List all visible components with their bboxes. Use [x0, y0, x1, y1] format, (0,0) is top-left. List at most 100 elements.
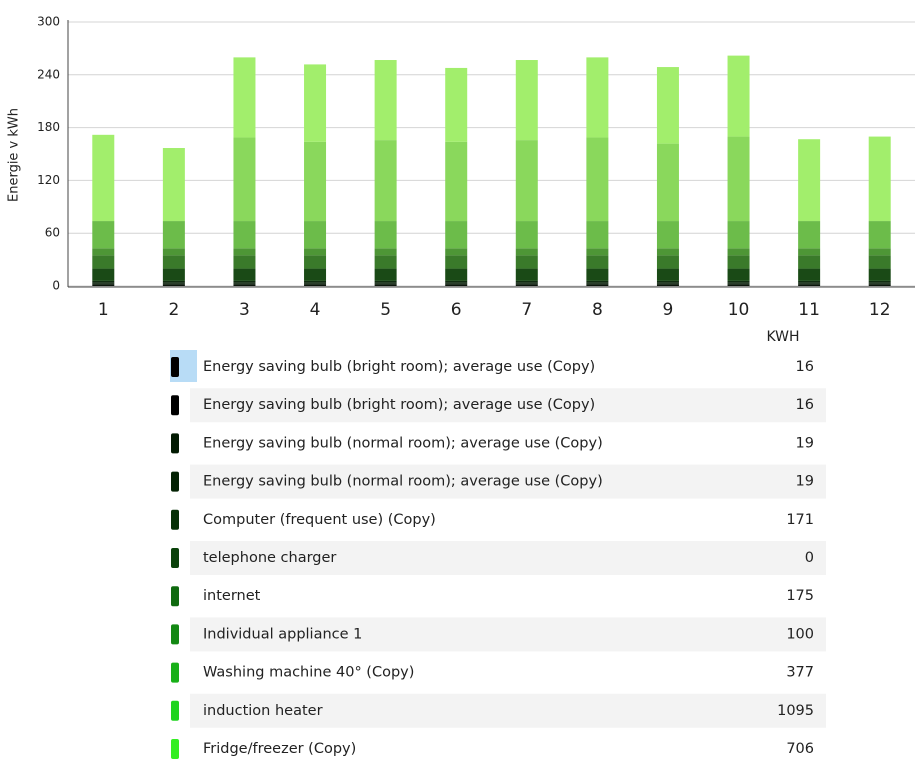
bar-segment [586, 248, 609, 256]
bar-segment [374, 282, 397, 284]
x-tick-label: 11 [798, 300, 820, 320]
x-tick-label: 3 [239, 300, 250, 320]
bar-segment [162, 148, 185, 222]
row-value: 706 [786, 741, 814, 757]
legend-swatch [171, 471, 179, 492]
bar-segment [656, 268, 679, 281]
bar-segment [586, 255, 609, 269]
bar-segment [586, 283, 609, 285]
bar-segment [656, 282, 679, 284]
bar-segment [727, 55, 750, 137]
row-background [190, 617, 826, 652]
bar-segment [374, 221, 397, 249]
bar-segment [374, 248, 397, 256]
bar-segment [727, 282, 750, 284]
bar-segment [586, 282, 609, 284]
bar-segment [868, 255, 891, 269]
row-name: Energy saving bulb (normal room); averag… [203, 474, 603, 490]
legend-swatch [171, 433, 179, 454]
bar-segment [92, 280, 115, 283]
bar-segment [586, 221, 609, 249]
bar-segment [868, 268, 891, 281]
bar-segment [798, 283, 821, 285]
legend-swatch [171, 586, 179, 607]
bar-segment [304, 283, 327, 285]
legend-swatch [171, 662, 179, 683]
row-name: induction heater [203, 703, 323, 719]
bar-segment [868, 282, 891, 284]
legend-swatch [171, 509, 179, 530]
bar-segment [162, 255, 185, 269]
row-name: Energy saving bulb (bright room); averag… [203, 359, 595, 375]
bar-segment [374, 60, 397, 141]
y-tick-label: 240 [37, 67, 60, 81]
y-tick-label: 180 [37, 120, 60, 134]
bar-segment [445, 141, 468, 222]
y-tick-label: 300 [37, 15, 60, 29]
bar-segment [162, 248, 185, 256]
bar-segment [798, 268, 821, 281]
bar-segment [92, 134, 115, 222]
row-value: 16 [796, 397, 814, 413]
bar-segment [92, 283, 115, 285]
bar-segment [233, 283, 256, 285]
bar-segment [586, 137, 609, 222]
row-name: Fridge/freezer (Copy) [203, 741, 356, 757]
bar-segment [233, 280, 256, 283]
bar-segment [868, 280, 891, 283]
y-tick-label: 120 [37, 173, 60, 187]
bar-segment [515, 221, 538, 249]
bar-segment [304, 221, 327, 249]
x-tick-label: 10 [728, 300, 750, 320]
row-value: 0 [805, 550, 814, 566]
bar-segment [304, 284, 327, 286]
bar-segment [868, 248, 891, 256]
legend-swatch [171, 700, 179, 721]
bar-segment [162, 284, 185, 286]
bar-segment [515, 284, 538, 286]
bar-segment [233, 255, 256, 269]
bar-segment [727, 255, 750, 269]
bar-segment [304, 255, 327, 269]
bar-segment [92, 282, 115, 284]
x-tick-label: 6 [451, 300, 462, 320]
bar-segment [445, 282, 468, 284]
bar-segment [586, 268, 609, 281]
bar-segment [586, 284, 609, 286]
bar-segment [304, 282, 327, 284]
legend-swatch [171, 357, 179, 377]
row-value: 19 [796, 435, 814, 451]
row-name: Energy saving bulb (bright room); averag… [203, 397, 595, 413]
bar-segment [515, 60, 538, 141]
bar-segment [727, 268, 750, 281]
bar-segment [162, 283, 185, 285]
bar-segment [656, 67, 679, 144]
bar-segment [374, 268, 397, 281]
bar-segment [162, 282, 185, 284]
y-axis-label: Energie v kWh [7, 108, 22, 202]
bar-segment [656, 248, 679, 256]
bar-segment [233, 248, 256, 256]
bar-segment [798, 280, 821, 283]
bar-segment [445, 221, 468, 249]
x-tick-label: 8 [592, 300, 603, 320]
bar-segment [727, 221, 750, 249]
bar-segment [656, 280, 679, 283]
bar-segment [727, 283, 750, 285]
bar-segment [304, 248, 327, 256]
bar-segment [445, 280, 468, 283]
x-tick-label: 1 [98, 300, 109, 320]
bar-segment [798, 221, 821, 249]
bar-segment [868, 221, 891, 249]
legend-swatch [171, 548, 179, 568]
row-background [190, 464, 826, 499]
row-value: 16 [796, 359, 814, 375]
bar-segment [233, 284, 256, 286]
legend-swatch [171, 395, 179, 416]
x-tick-label: 7 [521, 300, 532, 320]
bar-segment [162, 280, 185, 283]
bar-segment [798, 284, 821, 286]
bar-segment [92, 221, 115, 249]
bar-segment [374, 284, 397, 286]
bar-segment [445, 255, 468, 269]
